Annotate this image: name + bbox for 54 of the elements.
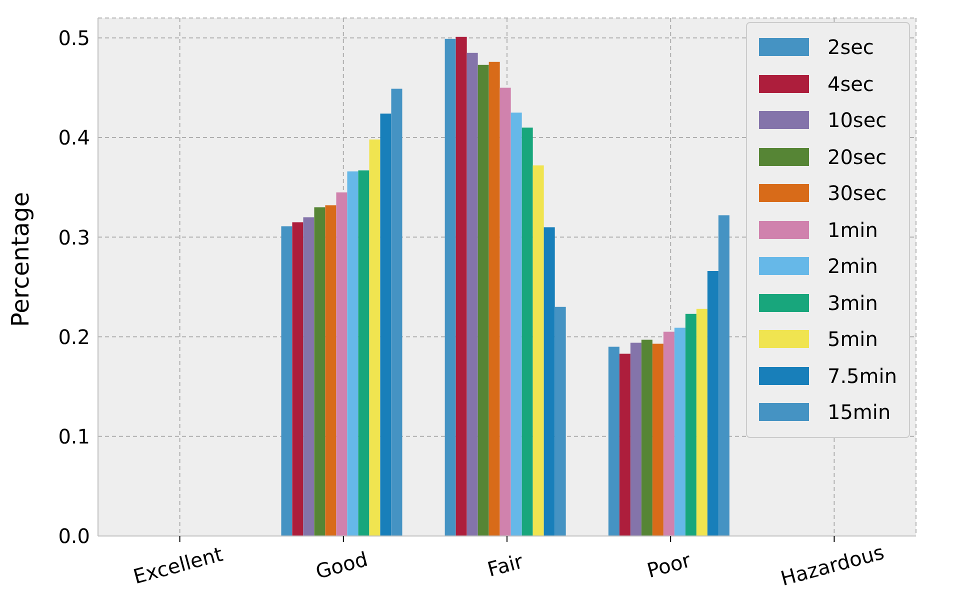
bar [544,227,555,536]
legend-label: 7.5min [827,364,897,388]
bar [369,140,380,536]
x-tick-label: Good [313,546,370,584]
bar [500,88,511,536]
bar [314,207,326,536]
legend-label: 10sec [827,108,887,132]
bar [619,354,630,536]
bar [292,222,304,536]
legend-label: 15min [827,400,891,424]
bar [358,170,370,536]
y-tick-label: 0.2 [58,324,90,349]
legend-label: 5min [827,327,878,352]
bar [510,112,522,536]
legend-label: 3min [827,290,878,315]
bar [608,346,620,536]
bar [554,306,566,536]
y-tick-label: 0.0 [58,524,90,548]
bar [281,226,292,536]
bar [478,64,489,536]
bar [325,205,336,536]
legend-label: 20sec [827,144,887,169]
bar [444,38,456,536]
y-tick-label: 0.5 [58,26,90,50]
bar [466,52,478,536]
bar [707,271,718,536]
bar [652,344,664,536]
bar [347,171,358,536]
bar [630,342,642,536]
legend-label: 4sec [827,72,874,96]
legend-label: 1min [827,218,878,242]
y-tick-label: 0.1 [58,424,90,448]
bar [718,215,730,536]
bar [303,217,314,536]
y-tick-label: 0.4 [58,126,90,150]
bar [522,128,533,536]
legend-label: 2sec [827,35,874,60]
bar [380,114,392,536]
bar [641,340,652,536]
y-axis-title: Percentage [6,192,35,327]
bar [685,314,696,536]
legend-label: 30sec [827,181,887,206]
x-tick-label: Fair [484,548,526,582]
bar [696,308,708,536]
bar [456,36,467,536]
bar [391,88,402,536]
y-tick-label: 0.3 [58,225,90,250]
x-tick-label: Poor [644,548,694,583]
bar [336,192,348,536]
bar [532,165,544,536]
legend-label: 2min [827,254,878,278]
bar [663,332,674,536]
bar [674,328,686,536]
bar [488,62,500,536]
